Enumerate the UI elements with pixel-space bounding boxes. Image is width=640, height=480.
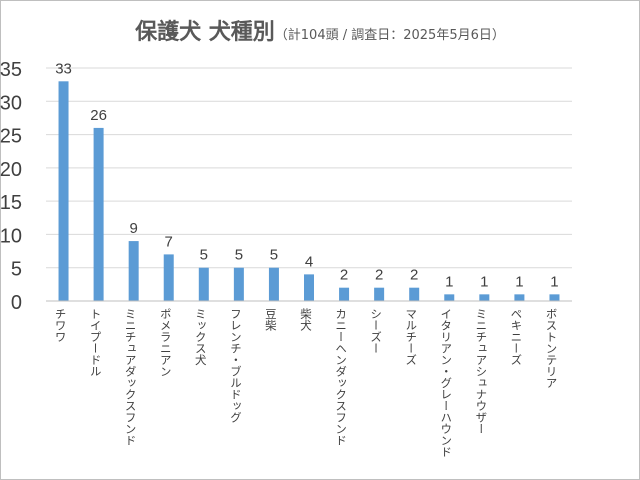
y-tick-label: 20 [0,159,22,181]
y-tick-label: 35 [0,59,22,81]
bar [128,241,139,301]
category-label: トイプードル [89,308,103,377]
data-label: 1 [550,273,558,290]
data-label: 26 [90,107,107,124]
bar [58,81,69,301]
category-label: ペキニーズ [509,308,523,366]
category-label: ボストンテリア [544,308,558,389]
bar [479,294,490,301]
bar [93,127,104,302]
bar [304,274,314,301]
chart-title: 保護犬 犬種別 [135,20,275,45]
bar [374,287,385,301]
data-label: 1 [515,273,523,290]
data-label: 5 [270,247,278,264]
bar [444,294,455,301]
chart-title-block: 保護犬 犬種別（計104頭 / 調査日：2025年5月6日） [0,14,640,46]
data-label: 1 [445,273,453,290]
y-tick-label: 0 [11,292,22,314]
data-label: 5 [235,247,243,264]
data-label: 2 [410,267,418,284]
data-label: 2 [340,267,348,284]
bar [339,287,350,301]
category-label: ミックス犬 [194,308,208,366]
data-label: 7 [165,233,173,250]
category-label: ミニチュアダックスフンド [124,308,138,446]
category-label: マルチーズ [404,308,418,366]
category-label: フレンチ・ブルドッグ [229,308,243,423]
category-label: ミニチュアシュナウザー [474,308,488,435]
bar [514,294,525,301]
category-label: チワワ [54,308,68,343]
bar [409,287,420,301]
bar [549,294,560,301]
data-label: 2 [375,267,383,284]
bar [163,254,174,301]
category-label: シーズー [369,308,383,354]
y-tick-label: 10 [0,225,22,247]
y-tick-label: 30 [0,92,22,114]
bar [198,267,209,301]
category-label: イタリアン・グレーハウンド [439,308,453,458]
bar [233,267,244,301]
data-label: 4 [305,253,313,270]
chart-subtitle: （計104頭 / 調査日：2025年5月6日） [274,28,505,43]
y-tick-label: 15 [0,192,22,214]
bar [268,267,279,301]
category-label: 豆柴 [264,308,278,331]
data-label: 5 [200,247,208,264]
data-label: 9 [129,220,137,237]
data-label: 1 [480,273,488,290]
y-tick-label: 5 [11,259,22,281]
category-label: カニーヘンダックスフンド [334,308,348,446]
y-tick-label: 25 [0,126,22,148]
category-label: 柴犬 [299,307,313,331]
category-label: ポメラニアン [159,308,173,377]
data-label: 33 [55,60,72,77]
